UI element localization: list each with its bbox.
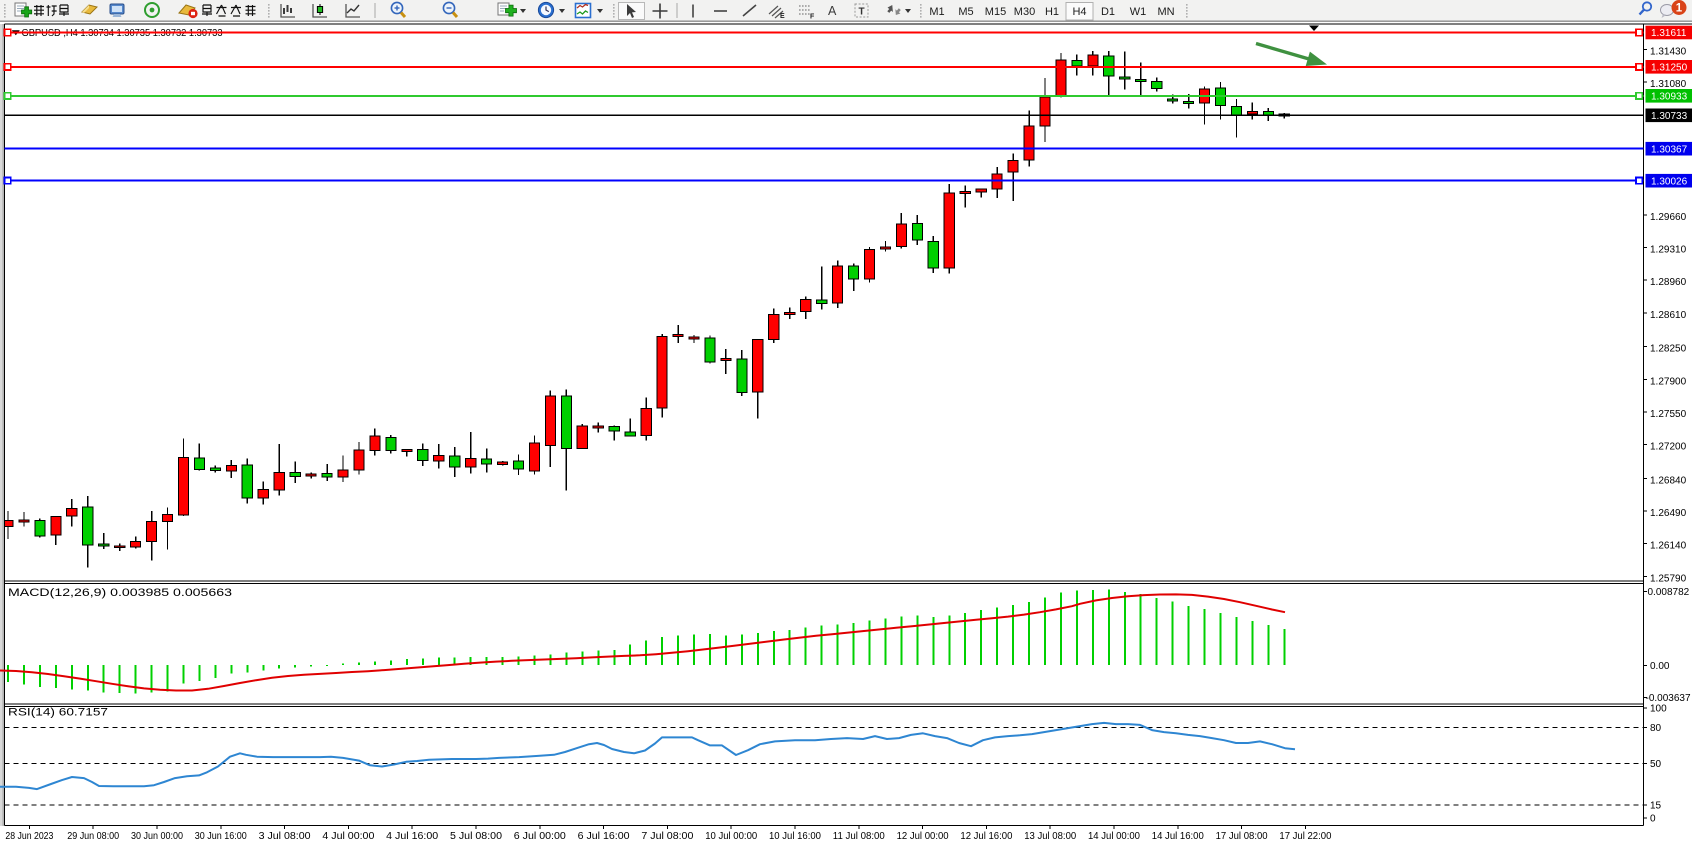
- svg-text:F: F: [810, 14, 815, 21]
- svg-text:0: 0: [1650, 814, 1656, 825]
- svg-text:100: 100: [1650, 703, 1667, 714]
- svg-text:28 Jun 2023: 28 Jun 2023: [5, 831, 53, 842]
- svg-text:17 Jul 08:00: 17 Jul 08:00: [1216, 831, 1268, 842]
- svg-text:1.31611: 1.31611: [1651, 28, 1687, 39]
- svg-text:0.00: 0.00: [1650, 661, 1670, 672]
- svg-text:12 Jul 00:00: 12 Jul 00:00: [897, 831, 949, 842]
- svg-text:M1: M1: [929, 6, 944, 18]
- svg-text:1.27550: 1.27550: [1650, 409, 1687, 420]
- svg-text:3 Jul 08:00: 3 Jul 08:00: [259, 831, 311, 842]
- svg-text:1.29310: 1.29310: [1650, 245, 1687, 256]
- svg-text:30 Jun 16:00: 30 Jun 16:00: [195, 831, 247, 842]
- svg-text:7 Jul 08:00: 7 Jul 08:00: [641, 831, 693, 842]
- svg-text:29 Jun 08:00: 29 Jun 08:00: [67, 831, 119, 842]
- svg-text:D1: D1: [1101, 6, 1115, 18]
- svg-text:1.31250: 1.31250: [1651, 62, 1688, 73]
- svg-text:10 Jul 00:00: 10 Jul 00:00: [705, 831, 757, 842]
- svg-text:1.29660: 1.29660: [1650, 212, 1687, 223]
- svg-text:17 Jul 22:00: 17 Jul 22:00: [1279, 831, 1331, 842]
- svg-text:MACD(12,26,9) 0.003985 0.00566: MACD(12,26,9) 0.003985 0.005663: [8, 587, 232, 599]
- svg-text:T: T: [859, 7, 865, 18]
- svg-text:M5: M5: [958, 6, 973, 18]
- svg-text:13 Jul 08:00: 13 Jul 08:00: [1024, 831, 1076, 842]
- svg-text:15: 15: [1650, 800, 1662, 811]
- svg-text:5 Jul 08:00: 5 Jul 08:00: [450, 831, 502, 842]
- svg-text:1.31430: 1.31430: [1650, 46, 1687, 57]
- svg-text:A: A: [828, 4, 837, 18]
- svg-text:MN: MN: [1157, 6, 1174, 18]
- svg-text:4 Jul 16:00: 4 Jul 16:00: [386, 831, 438, 842]
- svg-text:1.28960: 1.28960: [1650, 277, 1687, 288]
- svg-text:11 Jul 08:00: 11 Jul 08:00: [833, 831, 885, 842]
- svg-text:50: 50: [1650, 759, 1662, 770]
- svg-text:80: 80: [1650, 723, 1662, 734]
- svg-text:0.008782: 0.008782: [1648, 587, 1690, 598]
- svg-text:1.30026: 1.30026: [1651, 176, 1688, 187]
- svg-text:1.26490: 1.26490: [1650, 508, 1687, 519]
- svg-text:1.26140: 1.26140: [1650, 541, 1687, 552]
- svg-text:1.27900: 1.27900: [1650, 376, 1687, 387]
- svg-text:-0.003637: -0.003637: [1646, 693, 1691, 704]
- svg-text:1.30367: 1.30367: [1651, 144, 1688, 155]
- svg-text:1.30933: 1.30933: [1651, 91, 1688, 102]
- svg-text:H1: H1: [1045, 6, 1059, 18]
- svg-text:RSI(14) 60.7157: RSI(14) 60.7157: [8, 707, 108, 719]
- svg-text:6 Jul 16:00: 6 Jul 16:00: [578, 831, 630, 842]
- svg-text:10 Jul 16:00: 10 Jul 16:00: [769, 831, 821, 842]
- svg-text:1: 1: [1676, 3, 1683, 15]
- svg-text:1.30733: 1.30733: [1651, 111, 1688, 122]
- svg-text:14 Jul 16:00: 14 Jul 16:00: [1152, 831, 1204, 842]
- svg-text:1.26840: 1.26840: [1650, 475, 1687, 486]
- svg-text:M30: M30: [1014, 6, 1035, 18]
- svg-text:30 Jun 00:00: 30 Jun 00:00: [131, 831, 183, 842]
- svg-text:M15: M15: [985, 6, 1006, 18]
- svg-text:12 Jul 16:00: 12 Jul 16:00: [960, 831, 1012, 842]
- svg-text:1.31080: 1.31080: [1650, 79, 1687, 90]
- svg-text:E: E: [780, 13, 785, 20]
- svg-text:6 Jul 00:00: 6 Jul 00:00: [514, 831, 566, 842]
- svg-text:1.28250: 1.28250: [1650, 344, 1687, 355]
- svg-text:14 Jul 00:00: 14 Jul 00:00: [1088, 831, 1140, 842]
- svg-text:1.28610: 1.28610: [1650, 310, 1687, 321]
- svg-text:1.25790: 1.25790: [1650, 573, 1687, 584]
- svg-text:1.27200: 1.27200: [1650, 442, 1687, 453]
- svg-text:4 Jul 00:00: 4 Jul 00:00: [322, 831, 374, 842]
- svg-text:W1: W1: [1130, 6, 1147, 18]
- svg-text:H4: H4: [1072, 6, 1086, 18]
